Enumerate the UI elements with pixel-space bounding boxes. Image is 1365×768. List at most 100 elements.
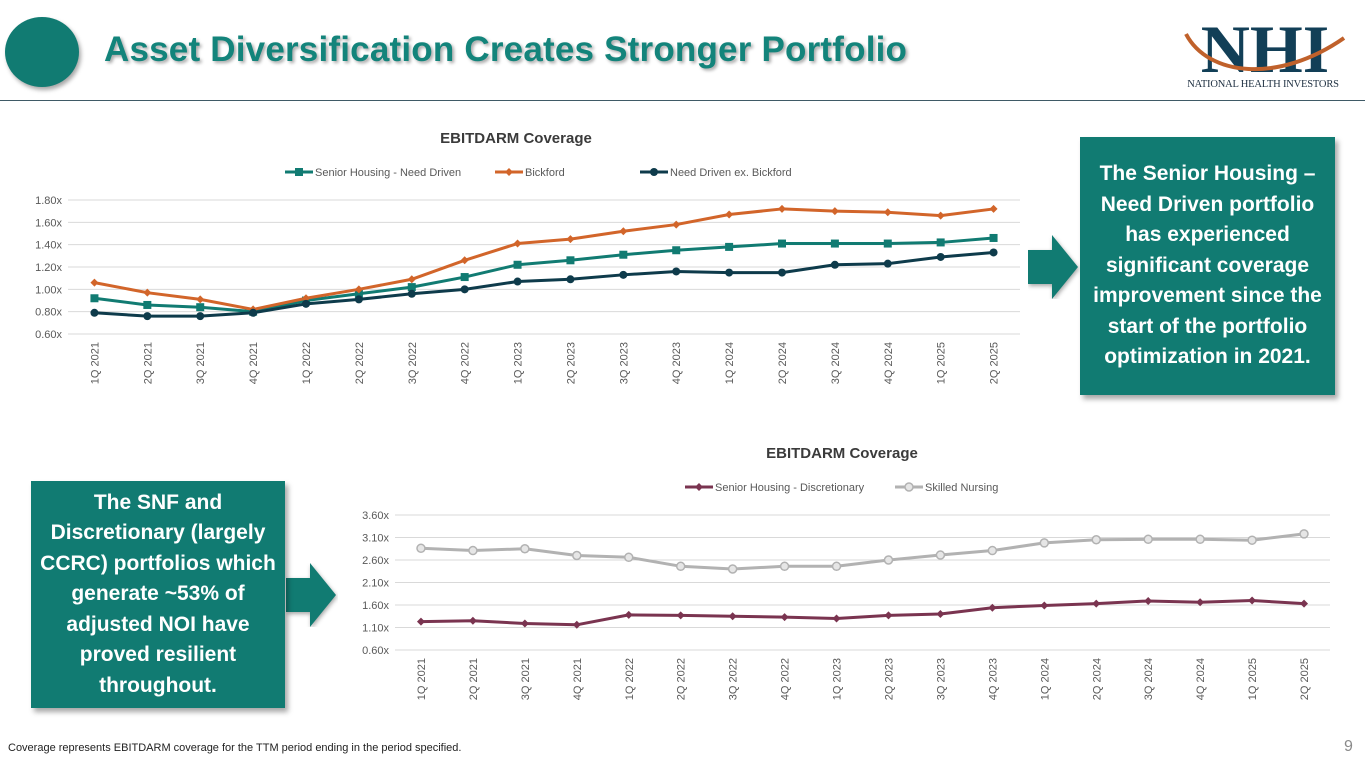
data-point xyxy=(672,246,681,255)
series-line xyxy=(420,532,1305,571)
data-point xyxy=(619,250,628,259)
data-point xyxy=(883,208,892,217)
data-point xyxy=(883,555,894,565)
data-point xyxy=(468,616,477,625)
x-tick-label: 1Q 2025 xyxy=(936,342,948,384)
y-tick-label: 1.80x xyxy=(35,195,62,207)
data-point xyxy=(728,612,737,621)
x-tick-label: 2Q 2022 xyxy=(676,658,688,700)
data-point xyxy=(778,239,786,248)
header-divider xyxy=(0,100,1365,101)
data-point xyxy=(407,283,416,292)
x-tick-label: 2Q 2021 xyxy=(142,342,154,384)
x-tick-label: 3Q 2022 xyxy=(728,658,740,700)
series-line xyxy=(94,250,994,318)
data-point xyxy=(196,312,205,321)
data-point xyxy=(619,227,628,236)
x-tick-label: 4Q 2024 xyxy=(1195,658,1207,700)
legend-entry: Senior Housing - Discretionary xyxy=(715,482,865,494)
series-line xyxy=(420,599,1305,627)
data-point xyxy=(884,611,893,620)
x-tick-label: 2Q 2024 xyxy=(777,342,789,384)
x-tick-label: 1Q 2024 xyxy=(1039,658,1051,700)
data-point xyxy=(520,544,530,554)
snf-discretionary-coverage-chart: EBITDARM Coverage Senior Housing - Discre… xyxy=(362,445,1330,700)
legend-entry: Need Driven ex. Bickford xyxy=(670,167,792,179)
data-point xyxy=(460,256,469,265)
data-point xyxy=(936,252,945,261)
x-tick-label: 1Q 2021 xyxy=(416,658,428,700)
legend-entry: Senior Housing - Need Driven xyxy=(315,167,461,179)
x-tick-label: 4Q 2023 xyxy=(671,342,683,384)
data-point xyxy=(566,235,575,244)
data-point xyxy=(936,610,945,618)
y-tick-label: 3.10x xyxy=(362,533,389,545)
y-tick-label: 2.60x xyxy=(362,555,389,567)
data-point xyxy=(354,295,363,304)
x-tick-label: 4Q 2021 xyxy=(248,342,260,384)
x-tick-label: 4Q 2024 xyxy=(883,342,895,384)
data-point xyxy=(725,242,734,251)
y-tick-label: 1.60x xyxy=(362,600,389,612)
data-point xyxy=(831,561,842,572)
data-point xyxy=(989,248,998,257)
x-tick-label: 2Q 2025 xyxy=(1299,658,1311,700)
data-point xyxy=(935,550,946,560)
data-point xyxy=(460,285,469,294)
y-tick-label: 1.00x xyxy=(35,284,62,296)
x-tick-label: 4Q 2022 xyxy=(460,342,472,384)
x-tick-label: 4Q 2023 xyxy=(987,658,999,700)
snf-discretionary-callout: The SNF and Discretionary (largely CCRC)… xyxy=(31,481,285,708)
data-point xyxy=(883,239,892,248)
legend-entry: Bickford xyxy=(525,167,565,179)
data-point xyxy=(566,275,575,284)
data-point xyxy=(624,552,634,563)
data-point xyxy=(725,268,734,277)
data-point xyxy=(416,617,425,626)
data-point xyxy=(778,204,786,213)
y-tick-label: 1.40x xyxy=(35,240,62,252)
x-tick-label: 1Q 2022 xyxy=(301,342,313,384)
legend-marker xyxy=(295,168,303,176)
x-tick-label: 3Q 2023 xyxy=(935,658,947,700)
y-tick-label: 1.60x xyxy=(35,217,62,229)
data-point xyxy=(1092,599,1101,608)
y-tick-label: 1.20x xyxy=(35,262,62,274)
data-point xyxy=(727,564,738,574)
data-point xyxy=(624,610,633,619)
data-point xyxy=(1143,534,1153,545)
x-tick-label: 3Q 2022 xyxy=(407,342,419,384)
data-point xyxy=(780,613,789,622)
x-tick-label: 1Q 2025 xyxy=(1247,658,1259,700)
page-title: Asset Diversification Creates Stronger P… xyxy=(104,30,908,69)
data-point xyxy=(1300,599,1309,608)
data-point xyxy=(672,267,681,276)
series-line xyxy=(94,236,994,314)
data-point xyxy=(1091,535,1101,545)
data-point xyxy=(407,289,416,298)
data-point xyxy=(566,256,575,265)
x-tick-label: 4Q 2022 xyxy=(780,658,792,700)
x-tick-label: 1Q 2023 xyxy=(832,658,844,700)
legend-marker xyxy=(695,483,703,491)
data-point xyxy=(672,220,681,229)
data-point xyxy=(1195,534,1205,545)
data-point xyxy=(90,294,99,303)
data-point xyxy=(936,211,945,220)
data-point xyxy=(676,611,685,620)
data-point xyxy=(407,275,416,284)
data-point xyxy=(830,260,839,269)
x-tick-label: 1Q 2021 xyxy=(89,342,101,384)
data-point xyxy=(1299,529,1309,539)
data-point xyxy=(354,285,363,294)
data-point xyxy=(90,308,99,317)
data-point xyxy=(513,239,522,248)
data-point xyxy=(416,543,426,554)
x-tick-label: 1Q 2024 xyxy=(724,342,736,384)
x-tick-label: 1Q 2022 xyxy=(624,658,636,700)
data-point xyxy=(572,620,581,629)
data-point xyxy=(778,268,786,277)
need-driven-callout: The Senior Housing – Need Driven portfol… xyxy=(1080,137,1335,395)
legend-marker xyxy=(505,168,513,176)
y-tick-label: 1.10x xyxy=(362,623,389,635)
